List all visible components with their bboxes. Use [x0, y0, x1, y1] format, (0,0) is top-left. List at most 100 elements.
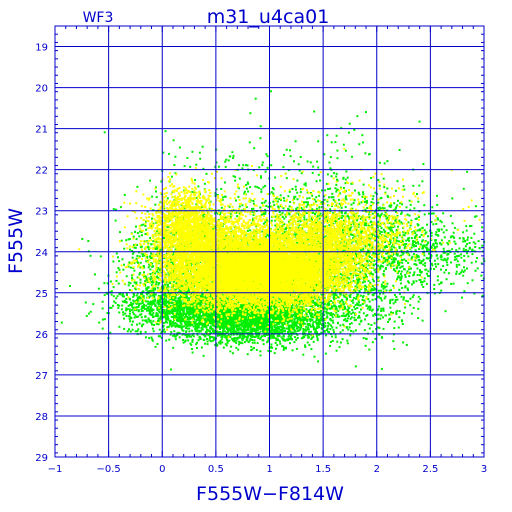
scatter-point [222, 314, 225, 317]
scatter-point [256, 323, 259, 326]
scatter-point [334, 307, 337, 310]
scatter-point [313, 328, 315, 331]
scatter-point [232, 320, 235, 322]
scatter-point [168, 338, 171, 341]
scatter-point [176, 325, 179, 328]
scatter-point [188, 330, 191, 333]
scatter-point [137, 309, 140, 312]
scatter-point [350, 312, 353, 315]
scatter-point [332, 313, 335, 316]
scatter-point [129, 301, 132, 304]
scatter-point [277, 317, 280, 320]
scatter-point [193, 322, 196, 325]
scatter-point [182, 341, 185, 344]
scatter-point [259, 318, 262, 321]
scatter-point [239, 336, 241, 339]
scatter-point [283, 306, 285, 309]
scatter-point [217, 334, 220, 336]
scatter-point [263, 326, 266, 329]
scatter-point [169, 319, 172, 322]
scatter-point [319, 318, 321, 321]
scatter-point [245, 319, 248, 321]
scatter-point [286, 323, 289, 325]
scatter-point [253, 339, 256, 342]
scatter-point [357, 301, 360, 304]
scatter-point [328, 303, 331, 306]
scatter-point [217, 321, 220, 324]
scatter-point [129, 320, 132, 323]
scatter-point [349, 317, 352, 320]
scatter-point [189, 321, 192, 324]
scatter-point [293, 318, 296, 321]
scatter-point [197, 339, 200, 342]
scatter-point [250, 335, 252, 338]
scatter-point [226, 318, 229, 321]
scatter-point [233, 329, 236, 332]
scatter-point [200, 346, 203, 349]
scatter-point [273, 306, 275, 308]
scatter-point [212, 330, 214, 332]
scatter-point [276, 326, 279, 329]
scatter-point [247, 322, 250, 325]
scatter-point [148, 312, 151, 315]
scatter-point [291, 331, 294, 334]
scatter-point [210, 340, 212, 343]
scatter-point [221, 312, 224, 314]
scatter-point [191, 309, 194, 312]
scatter-point [200, 303, 203, 306]
scatter-point [310, 348, 313, 351]
scatter-point [235, 346, 238, 349]
scatter-point [210, 315, 213, 318]
scatter-point [295, 316, 298, 319]
scatter-point [324, 352, 327, 355]
scatter-point [224, 299, 227, 302]
scatter-point [249, 326, 252, 329]
scatter-point [325, 334, 327, 337]
scatter-point [314, 327, 317, 330]
scatter-point [154, 345, 157, 348]
scatter-point [358, 315, 360, 318]
scatter-point [210, 336, 213, 339]
scatter-point [298, 310, 301, 313]
scatter-point [240, 324, 243, 327]
scatter-point [200, 321, 203, 324]
scatter-point [265, 315, 268, 318]
scatter-point [266, 333, 269, 336]
scatter-point [254, 324, 257, 327]
scatter-point [306, 323, 309, 326]
scatter-point [278, 320, 281, 323]
scatter-point [139, 302, 142, 305]
scatter-point [237, 311, 239, 314]
scatter-point [149, 319, 152, 322]
scatter-point [220, 326, 223, 329]
scatter-point [220, 324, 223, 327]
scatter-point [189, 317, 192, 320]
scatter-point [247, 341, 250, 344]
scatter-point [187, 318, 189, 320]
scatter-point [222, 316, 224, 319]
scatter-point [191, 334, 194, 336]
scatter-point [293, 312, 296, 315]
scatter-point [245, 322, 248, 325]
scatter-point [310, 330, 312, 333]
scatter-point [262, 339, 265, 342]
scatter-point [290, 338, 293, 341]
scatter-point [206, 318, 209, 321]
scatter-point [173, 330, 176, 333]
scatter-point [270, 313, 273, 315]
scatter-point [157, 317, 160, 320]
scatter-point [276, 344, 279, 347]
scatter-point [176, 316, 178, 319]
scatter-point [137, 328, 140, 331]
scatter-point [270, 307, 273, 310]
scatter-point [251, 339, 254, 341]
scatter-point [353, 319, 356, 322]
scatter-point [317, 321, 320, 324]
scatter-point [303, 336, 306, 339]
scatter-point [324, 322, 327, 325]
scatter-point [226, 341, 229, 344]
scatter-point [380, 289, 383, 292]
scatter-point [215, 323, 218, 326]
scatter-point [410, 246, 413, 249]
scatter-point [137, 310, 140, 313]
